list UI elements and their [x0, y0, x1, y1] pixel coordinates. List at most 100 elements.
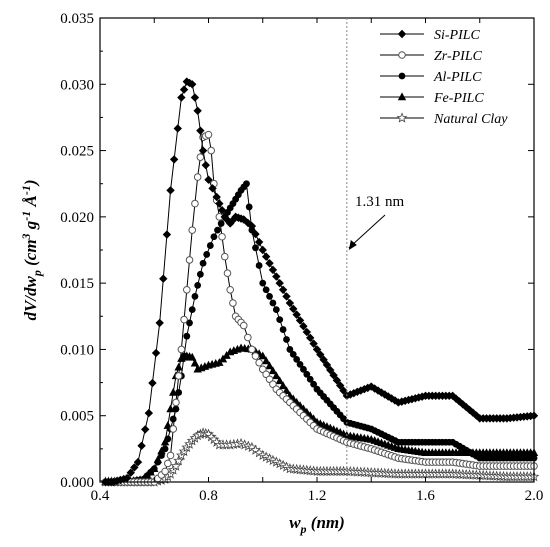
y-axis-label: dV/dwp (cm3 g-1 Å-1)	[19, 179, 44, 320]
data-point-si-pilc	[329, 371, 338, 380]
legend-marker	[398, 51, 406, 59]
data-point-al-pilc	[206, 242, 214, 249]
data-point-al-pilc	[276, 316, 284, 323]
data-point-al-pilc	[243, 180, 250, 188]
data-point-si-pilc	[151, 348, 161, 358]
data-point-si-pilc	[272, 272, 281, 281]
data-point-si-pilc	[159, 274, 168, 283]
data-point-si-pilc	[155, 318, 164, 328]
data-point-al-pilc	[164, 435, 172, 443]
data-point-si-pilc	[275, 278, 284, 288]
data-point-al-pilc	[245, 203, 253, 211]
data-point-si-pilc	[212, 192, 221, 202]
data-point-zr-pilc	[191, 199, 199, 208]
data-point-al-pilc	[283, 336, 290, 343]
y-tick-label: 0.025	[60, 144, 94, 160]
data-point-si-pilc	[196, 126, 205, 135]
data-point-si-pilc	[148, 378, 157, 388]
legend-item-natural-clay: Natural Clay	[380, 112, 508, 127]
data-point-al-pilc	[310, 380, 318, 388]
legend-item-al-pilc: Al-PILC	[380, 70, 482, 85]
data-point-al-pilc	[279, 326, 287, 333]
data-point-si-pilc	[141, 425, 150, 434]
y-tick-label: 0.000	[60, 475, 94, 491]
data-point-fe-pilc	[282, 386, 291, 395]
data-point-zr-pilc	[185, 256, 194, 264]
data-point-zr-pilc	[255, 358, 263, 367]
data-point-al-pilc	[180, 352, 188, 360]
data-point-si-pilc	[254, 237, 264, 247]
data-point-si-pilc	[217, 206, 227, 215]
data-point-si-pilc	[215, 199, 224, 208]
data-point-si-pilc	[326, 365, 335, 375]
data-point-zr-pilc	[223, 269, 232, 278]
data-point-al-pilc	[306, 375, 314, 383]
data-point-si-pilc	[208, 184, 217, 193]
data-point-al-pilc	[266, 293, 273, 300]
data-point-zr-pilc	[218, 232, 226, 241]
data-point-zr-pilc	[196, 153, 205, 161]
data-point-si-pilc	[332, 376, 342, 385]
data-point-zr-pilc	[248, 345, 256, 354]
data-point-si-pilc	[247, 221, 257, 231]
data-point-si-pilc	[169, 155, 179, 164]
legend-marker	[397, 92, 407, 101]
data-point-fe-pilc	[261, 356, 271, 365]
legend-label: Si-PILC	[434, 28, 481, 43]
data-point-zr-pilc	[229, 299, 237, 307]
legend-label: Zr-PILC	[434, 49, 483, 64]
data-point-si-pilc	[319, 355, 328, 364]
x-tick-label: 0.8	[199, 488, 218, 504]
data-point-al-pilc	[169, 415, 177, 423]
data-point-si-pilc	[133, 457, 143, 467]
data-point-fe-pilc	[174, 362, 183, 371]
data-point-al-pilc	[272, 306, 280, 314]
data-point-al-pilc	[188, 306, 196, 314]
data-point-si-pilc	[166, 186, 175, 195]
data-point-al-pilc	[161, 445, 169, 453]
data-point-si-pilc	[336, 381, 345, 390]
legend-item-si-pilc: Si-PILC	[380, 28, 481, 43]
data-point-si-pilc	[144, 408, 154, 418]
data-point-al-pilc	[199, 259, 207, 267]
data-point-natural-clay	[170, 460, 182, 471]
data-point-al-pilc	[217, 220, 225, 227]
data-point-zr-pilc	[193, 173, 202, 181]
series-si-pilc	[101, 77, 539, 487]
legend-label: Fe-PILC	[433, 91, 484, 106]
data-point-al-pilc	[150, 465, 158, 473]
data-point-si-pilc	[306, 333, 315, 343]
annotation-arrowhead	[348, 240, 357, 250]
data-point-si-pilc	[177, 93, 186, 102]
x-tick-label: 1.6	[416, 488, 435, 504]
data-point-zr-pilc	[251, 352, 260, 360]
data-point-si-pilc	[312, 345, 322, 354]
data-point-zr-pilc	[239, 321, 248, 330]
x-tick-label: 2.0	[525, 488, 544, 504]
data-point-si-pilc	[179, 85, 189, 94]
data-point-si-pilc	[289, 304, 298, 314]
data-point-fe-pilc	[166, 404, 175, 413]
data-point-si-pilc	[299, 322, 308, 331]
legend-label: Al-PILC	[433, 70, 482, 85]
data-point-si-pilc	[188, 80, 197, 89]
data-point-zr-pilc	[164, 459, 172, 468]
y-tick-label: 0.030	[60, 77, 94, 93]
data-point-si-pilc	[285, 298, 295, 308]
y-tick-label: 0.005	[60, 409, 94, 425]
y-tick-label: 0.020	[60, 210, 94, 226]
data-point-si-pilc	[204, 175, 213, 184]
data-point-si-pilc	[193, 106, 202, 115]
y-tick-label: 0.015	[60, 276, 94, 292]
data-point-zr-pilc	[226, 285, 234, 294]
data-point-si-pilc	[190, 93, 200, 102]
data-point-si-pilc	[278, 285, 288, 294]
data-point-fe-pilc	[258, 351, 267, 360]
data-point-zr-pilc	[161, 467, 169, 476]
legend-item-fe-pilc: Fe-PILC	[380, 91, 484, 106]
data-point-fe-pilc	[272, 371, 281, 380]
data-point-zr-pilc	[188, 226, 197, 234]
data-point-fe-pilc	[160, 437, 170, 446]
data-point-zr-pilc	[244, 333, 252, 342]
data-point-al-pilc	[203, 251, 211, 258]
